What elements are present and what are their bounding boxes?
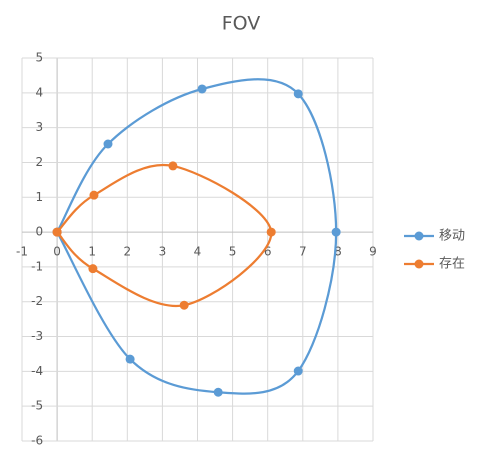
data-point xyxy=(197,84,207,94)
legend-marker xyxy=(414,259,424,269)
x-tick-label: 8 xyxy=(334,245,342,259)
y-tick-label: 3 xyxy=(35,120,43,134)
x-tick-label: 5 xyxy=(229,245,237,259)
data-point xyxy=(168,161,178,171)
data-point xyxy=(331,227,341,237)
legend-marker xyxy=(414,231,424,241)
data-point xyxy=(89,190,99,200)
y-tick-label: 5 xyxy=(35,51,43,65)
data-point xyxy=(52,227,62,237)
data-point xyxy=(213,387,223,397)
y-tick-label: -3 xyxy=(31,329,43,343)
legend-label: 存在 xyxy=(439,257,465,272)
x-tick-label: 7 xyxy=(299,245,307,259)
x-tick-label: 0 xyxy=(53,245,61,259)
data-point xyxy=(293,366,303,376)
y-tick-label: -4 xyxy=(31,364,43,378)
x-tick-label: 2 xyxy=(123,245,131,259)
legend-label: 移动 xyxy=(439,229,465,244)
x-tick-label: 9 xyxy=(369,245,377,259)
x-tick-label: 6 xyxy=(264,245,272,259)
y-tick-label: -1 xyxy=(31,259,43,273)
y-tick-label: 0 xyxy=(35,225,43,239)
y-tick-label: -6 xyxy=(31,434,43,448)
x-tick-label: 1 xyxy=(88,245,96,259)
data-point xyxy=(125,354,135,364)
data-point xyxy=(293,89,303,99)
data-point xyxy=(88,264,98,274)
data-point xyxy=(103,139,113,149)
data-point xyxy=(266,227,276,237)
y-tick-label: -2 xyxy=(31,294,43,308)
y-tick-label: -5 xyxy=(31,399,43,413)
chart-title: FOV xyxy=(222,13,261,35)
y-tick-label: 2 xyxy=(35,155,43,169)
x-tick-label: 4 xyxy=(194,245,202,259)
y-tick-label: 1 xyxy=(35,190,43,204)
data-point xyxy=(179,300,189,310)
x-tick-label: 3 xyxy=(159,245,167,259)
x-tick-label: -1 xyxy=(16,245,28,259)
y-tick-label: 4 xyxy=(35,85,43,99)
